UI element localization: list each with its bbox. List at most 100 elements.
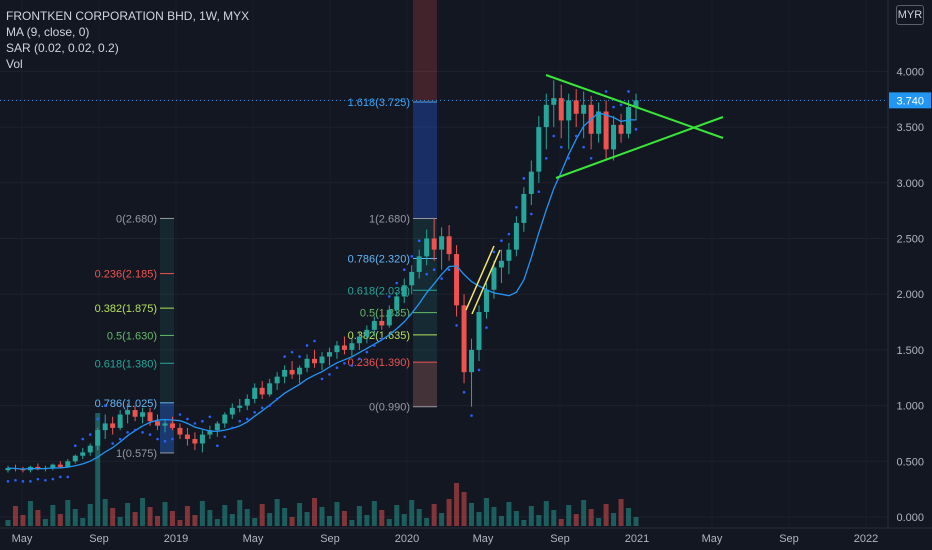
sar-dot — [485, 326, 488, 329]
volume-bar — [558, 519, 564, 526]
volume-bar — [409, 500, 415, 526]
time-tick-label: 2021 — [625, 533, 649, 545]
sar-dot — [552, 134, 556, 138]
volume-bar — [536, 515, 542, 526]
candle-body — [379, 320, 385, 326]
fib-right-level-label: 0.618(2.035) — [348, 285, 410, 297]
candle-body — [274, 376, 280, 384]
candle-body — [237, 405, 243, 408]
fib-right-zone-low — [413, 362, 437, 407]
symbol-title[interactable]: FRONTKEN CORPORATION BHD, 1W, MYX — [6, 9, 250, 23]
sar-dot — [268, 404, 271, 407]
sar-dot — [559, 145, 563, 149]
candle-body — [72, 455, 78, 462]
price-tick-label: 3.000 — [896, 178, 924, 190]
sar-dot — [477, 368, 481, 372]
sar-dot — [208, 415, 212, 419]
sar-dot — [88, 433, 92, 436]
volume-bar — [184, 506, 190, 526]
volume-bar — [543, 501, 549, 526]
ma-indicator-label[interactable]: MA (9, close, 0) — [6, 25, 90, 39]
candle-body — [169, 423, 175, 428]
candle-body — [199, 434, 205, 444]
sar-dot — [619, 103, 623, 107]
flag-line-b — [471, 249, 501, 315]
volume-bar — [57, 514, 63, 526]
candle-body — [424, 238, 430, 257]
sar-dot — [365, 350, 369, 354]
sar-dot — [447, 268, 451, 271]
time-tick-label: May — [702, 533, 723, 545]
triangle-upper-line — [545, 74, 724, 139]
candle-body — [618, 124, 624, 134]
sar-dot — [537, 190, 541, 194]
fib-left-level-label: 0.382(1.875) — [95, 303, 157, 315]
volume-bar — [65, 500, 71, 526]
sar-dot — [260, 406, 264, 410]
candle-body — [409, 271, 415, 286]
volume-bar — [356, 506, 362, 526]
volume-bar — [12, 506, 18, 526]
sar-dot — [201, 419, 204, 423]
volume-bar — [42, 519, 48, 526]
fib-right-level-label: 0.382(1.635) — [348, 330, 410, 342]
volume-bar — [626, 508, 632, 526]
candle-body — [483, 289, 489, 313]
volume-bar — [125, 503, 131, 526]
candle-body — [558, 98, 564, 121]
volume-bar — [394, 505, 400, 526]
candle-body — [633, 100, 639, 108]
volume-bar — [289, 517, 295, 526]
volume-bar — [483, 498, 489, 526]
volume-bar — [27, 501, 33, 526]
candle-body — [282, 369, 288, 377]
volume-bar — [603, 504, 609, 526]
sar-dot — [373, 344, 376, 347]
sar-dot — [238, 419, 242, 423]
fib-right-level-label: 0.5(1.835) — [360, 308, 410, 320]
fib-left-level-label: 0.618(1.380) — [95, 358, 157, 370]
candle-body — [147, 412, 153, 422]
volume-bar — [5, 520, 11, 526]
sar-dot — [612, 105, 615, 109]
time-tick-label: May — [243, 533, 264, 545]
candle-body — [611, 124, 617, 150]
volume-bar — [364, 515, 370, 526]
sar-dot — [395, 281, 399, 285]
sar-dot — [522, 177, 526, 180]
volume-bar — [259, 504, 265, 526]
time-tick-label: May — [12, 533, 33, 545]
chart-grid — [0, 70, 888, 518]
sar-indicator-label[interactable]: SAR (0.02, 0.02, 0.2) — [6, 41, 119, 55]
currency-button[interactable]: MYR — [896, 5, 924, 25]
volume-bar — [491, 507, 497, 526]
candle-body — [506, 249, 512, 261]
candle-body — [102, 423, 108, 431]
candle-body — [117, 414, 123, 428]
volume-bar — [371, 501, 377, 526]
candle-body — [371, 320, 377, 330]
candle-body — [446, 236, 452, 255]
candle-body — [573, 100, 579, 114]
volume-bar — [312, 498, 318, 526]
sar-dot — [380, 337, 384, 341]
sar-dot — [313, 339, 316, 343]
time-axis: May Sep 2019 May Sep 2020 May Sep 2021 May Sep 2022 — [0, 527, 932, 545]
volume-bar — [35, 510, 41, 526]
volume-bar — [252, 518, 258, 526]
volume-indicator-label[interactable]: Vol — [6, 57, 23, 71]
candle-body — [528, 171, 534, 194]
time-tick-label: Sep — [550, 533, 570, 545]
candle-body — [65, 461, 71, 467]
sar-dot — [141, 431, 144, 434]
price-tick-label: 1.500 — [896, 345, 924, 357]
volume-bar — [95, 413, 101, 526]
sar-dot — [500, 239, 503, 243]
volume-bar — [274, 499, 280, 526]
volume-bar — [20, 515, 26, 526]
candle-body — [341, 345, 347, 350]
fib-left-level-label: 0.236(2.185) — [95, 269, 157, 281]
sar-dot — [530, 212, 533, 216]
time-tick-label: May — [473, 533, 494, 545]
